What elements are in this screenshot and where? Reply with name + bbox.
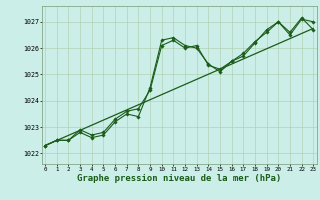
X-axis label: Graphe pression niveau de la mer (hPa): Graphe pression niveau de la mer (hPa) xyxy=(77,174,281,183)
